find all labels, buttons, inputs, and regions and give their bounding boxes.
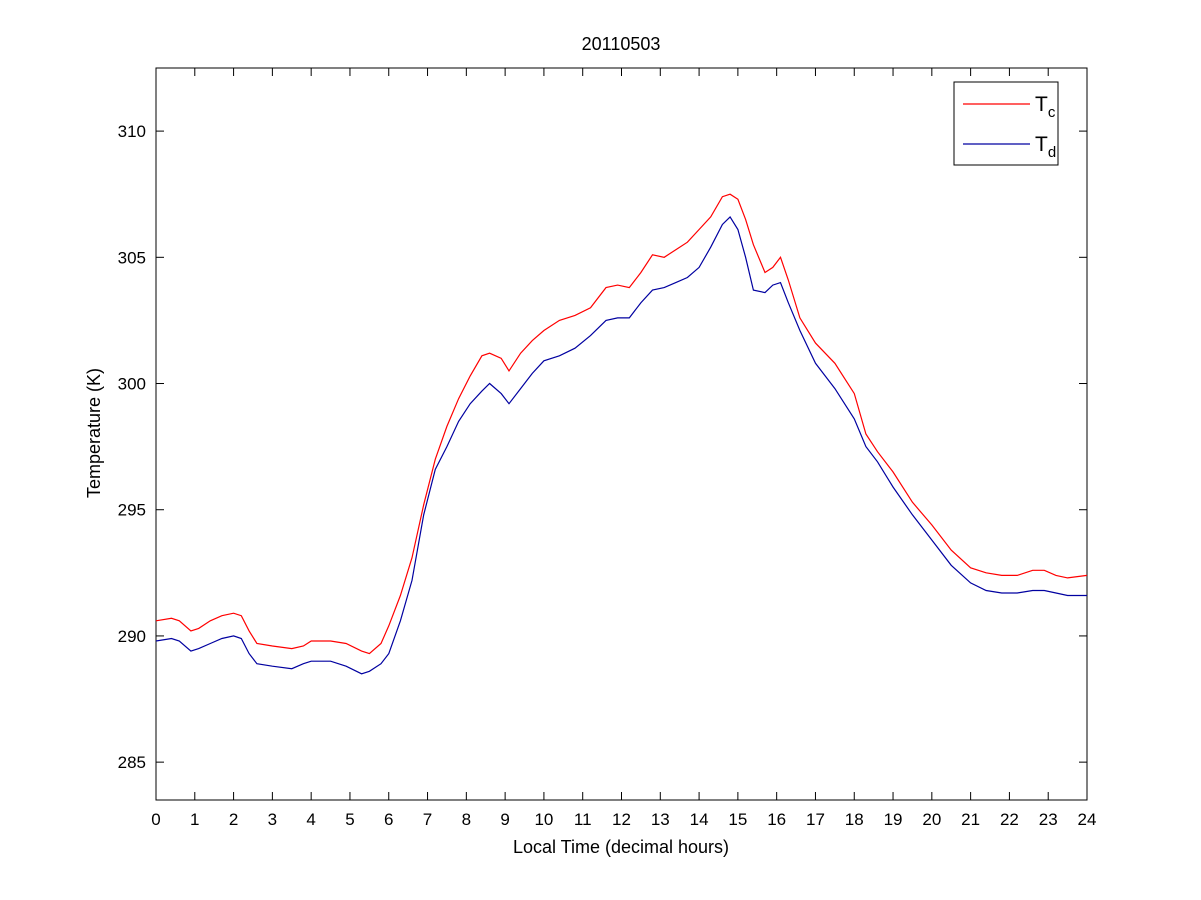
x-tick-label: 3 bbox=[268, 810, 277, 829]
x-tick-label: 1 bbox=[190, 810, 199, 829]
x-tick-label: 20 bbox=[922, 810, 941, 829]
y-axis-label: Temperature (K) bbox=[84, 368, 104, 498]
x-tick-label: 10 bbox=[534, 810, 553, 829]
chart-title: 20110503 bbox=[582, 34, 661, 54]
x-tick-label: 11 bbox=[574, 810, 592, 829]
series-line-td bbox=[155, 215, 1087, 675]
x-tick-label: 5 bbox=[345, 810, 354, 829]
x-tick-label: 15 bbox=[728, 810, 747, 829]
x-tick-label: 22 bbox=[1000, 810, 1019, 829]
x-tick-label: 13 bbox=[651, 810, 670, 829]
x-tick-label: 0 bbox=[151, 810, 160, 829]
x-tick-label: 8 bbox=[462, 810, 471, 829]
x-tick-label: 18 bbox=[845, 810, 864, 829]
x-tick-label: 4 bbox=[306, 810, 315, 829]
y-tick-label: 310 bbox=[118, 122, 146, 141]
x-tick-label: 7 bbox=[423, 810, 432, 829]
x-tick-label: 23 bbox=[1039, 810, 1058, 829]
x-tick-label: 12 bbox=[612, 810, 631, 829]
x-tick-label: 6 bbox=[384, 810, 393, 829]
plot-area: 0 1 2 3 4 5 6 7 8 9 10 11 12 13 14 15 16 17 18 19 20 21 22 23 24… bbox=[118, 67, 1097, 829]
x-tick-label: 19 bbox=[884, 810, 903, 829]
x-tick-label: 21 bbox=[961, 810, 980, 829]
x-tick-label: 24 bbox=[1078, 810, 1097, 829]
x-tick-label: 17 bbox=[806, 810, 825, 829]
x-axis-label: Local Time (decimal hours) bbox=[513, 837, 729, 857]
x-tick-label: 9 bbox=[500, 810, 509, 829]
legend-box bbox=[953, 81, 1059, 166]
plot-frame bbox=[155, 67, 1088, 801]
y-tick-label: 285 bbox=[118, 753, 146, 772]
y-tick-label: 295 bbox=[118, 501, 146, 520]
x-tick-label: 14 bbox=[690, 810, 709, 829]
y-tick-label: 300 bbox=[118, 375, 146, 394]
series-line-tc bbox=[155, 193, 1088, 655]
y-tick-label: 290 bbox=[118, 627, 146, 646]
x-tick-label: 16 bbox=[767, 810, 786, 829]
y-tick-label: 305 bbox=[118, 248, 146, 267]
x-tick-label: 2 bbox=[229, 810, 238, 829]
